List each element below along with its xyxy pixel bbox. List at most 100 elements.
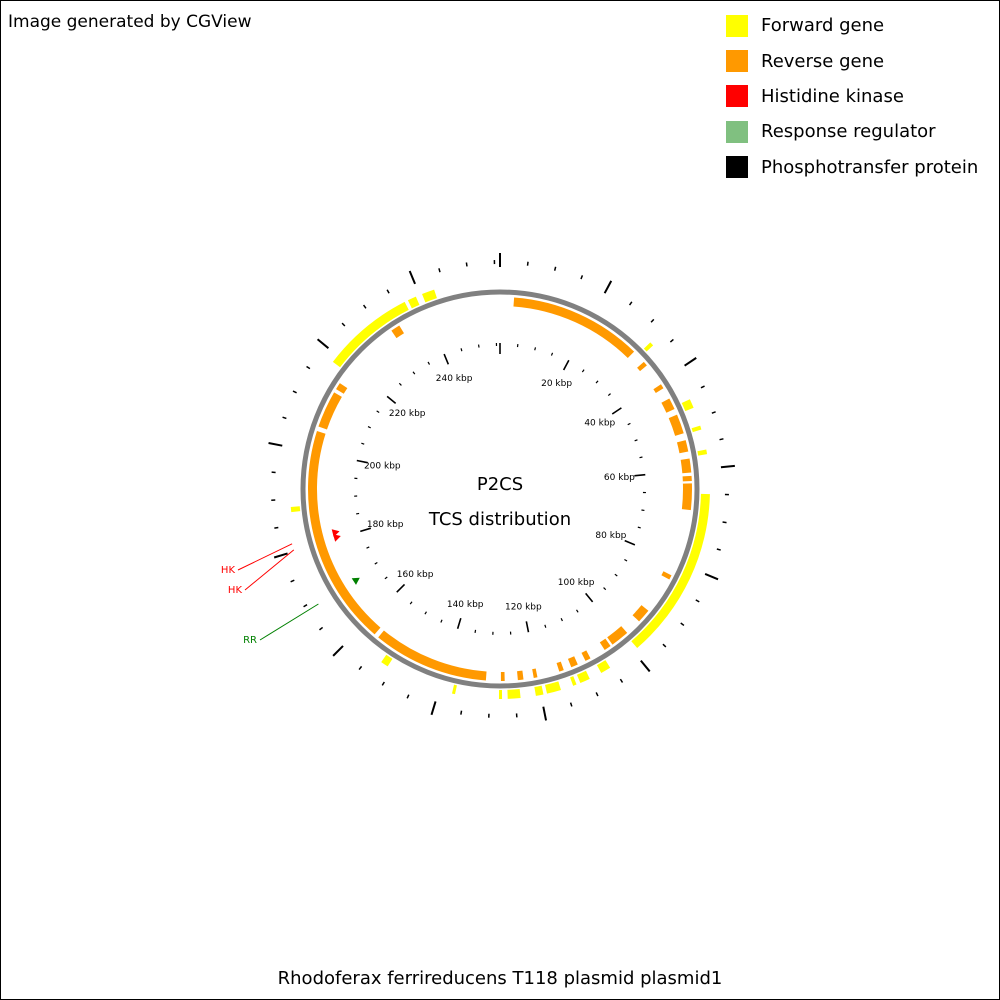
outer-tick	[720, 464, 735, 469]
tick-label: 80 kbp	[595, 531, 626, 541]
outer-tick	[303, 604, 308, 608]
inner-tick	[639, 456, 643, 459]
outer-tick	[722, 521, 727, 524]
reverse-gene	[661, 398, 675, 413]
tick-label: 220 kbp	[389, 409, 426, 419]
legend-label: Reverse gene	[761, 50, 885, 72]
forward-gene	[697, 449, 708, 456]
outer-tick	[669, 338, 674, 343]
reverse-gene	[556, 661, 564, 672]
reverse-gene	[668, 414, 684, 436]
legend-label: Histidine kinase	[761, 85, 904, 107]
forward-gene	[381, 654, 393, 667]
outer-tick-ring	[268, 253, 735, 721]
inner-tick	[356, 459, 368, 464]
outer-tick	[465, 262, 468, 267]
tick-label: 140 kbp	[447, 600, 484, 610]
outer-tick	[438, 268, 441, 273]
forward-gene	[498, 689, 503, 700]
reverse-gene	[599, 638, 611, 650]
inner-tick	[443, 353, 450, 365]
tick-label: 160 kbp	[397, 570, 434, 580]
inner-tick	[585, 592, 594, 603]
inner-tick	[603, 587, 607, 591]
outer-tick	[282, 416, 287, 420]
inner-tick	[637, 526, 641, 529]
legend-swatch-histidine-kinase	[726, 85, 748, 108]
inner-tick	[611, 407, 622, 415]
legend-item-response-regulator: Response regulator	[726, 114, 978, 149]
tick-label: 200 kbp	[364, 462, 401, 472]
inner-tick	[398, 382, 402, 386]
callout-label: RR	[243, 635, 257, 646]
forward-gene	[691, 425, 702, 433]
outer-tick	[640, 659, 651, 673]
inner-tick	[374, 562, 378, 565]
forward-gene	[681, 399, 694, 412]
outer-tick	[542, 706, 548, 721]
forward-gene	[332, 301, 409, 368]
reverse-gene	[661, 571, 672, 580]
inner-tick	[544, 624, 547, 628]
inner-tick	[360, 527, 372, 533]
outer-tick	[603, 280, 613, 294]
inner-tick	[409, 601, 413, 605]
forward-gene	[407, 296, 420, 309]
cgview-credit: Image generated by CGView	[8, 12, 252, 32]
inner-tick	[634, 473, 646, 477]
outer-tick	[553, 266, 557, 271]
legend-item-phosphotransfer-protein: Phosphotransfer protein	[726, 150, 978, 185]
legend: Forward gene Reverse gene Histidine kina…	[726, 8, 978, 185]
outer-tick	[460, 710, 463, 715]
reverse-gene	[681, 483, 693, 511]
legend-label: Response regulator	[761, 121, 936, 143]
inner-tick	[575, 609, 579, 613]
inner-tick	[376, 410, 380, 414]
callout-label: HK	[221, 565, 236, 576]
outer-tick	[684, 357, 697, 367]
reverse-gene	[513, 297, 635, 359]
forward-gene	[596, 660, 611, 673]
inner-tick	[607, 393, 611, 397]
map-title-line1: P2CS	[477, 474, 523, 495]
histidine-kinase-marker	[333, 534, 341, 542]
inner-tick	[456, 617, 462, 629]
outer-tick	[430, 701, 437, 716]
tick-labels: 20 kbp 40 kbp 60 kbp 80 kbp 100 kbp 120 kbp 14…	[364, 374, 635, 613]
inner-tick	[550, 352, 554, 356]
outer-tick	[316, 338, 330, 349]
forward-gene	[570, 676, 577, 686]
inner-tick	[366, 546, 370, 549]
outer-tick	[711, 411, 716, 414]
inner-tick	[440, 619, 443, 623]
outer-tick	[358, 665, 363, 670]
outer-tick	[580, 275, 584, 280]
outer-tick	[628, 301, 633, 306]
outer-tick	[290, 579, 295, 583]
inner-tick	[460, 348, 463, 352]
outer-tick	[695, 599, 700, 603]
reverse-gene	[653, 384, 664, 393]
tick-label: 180 kbp	[367, 520, 404, 530]
outer-tick	[719, 438, 724, 441]
outer-tick	[700, 385, 705, 389]
inner-tick	[474, 629, 477, 633]
inner-tick	[581, 369, 585, 373]
inner-tick	[396, 583, 406, 593]
inner-tick	[384, 576, 388, 580]
map-title-line2: TCS distribution	[428, 509, 571, 530]
forward-gene	[507, 689, 521, 699]
legend-item-histidine-kinase: Histidine kinase	[726, 79, 978, 114]
inner-tick	[367, 426, 371, 429]
tick-label: 40 kbp	[584, 418, 615, 428]
reverse-gene-track	[308, 297, 693, 681]
forward-gene	[422, 289, 437, 303]
tick-label: 20 kbp	[541, 379, 572, 389]
outer-tick	[273, 552, 288, 559]
reverse-gene	[637, 361, 647, 372]
outer-tick	[362, 304, 367, 309]
tick-label: 100 kbp	[558, 578, 595, 588]
outer-tick	[406, 694, 410, 699]
outer-tick	[650, 318, 655, 323]
